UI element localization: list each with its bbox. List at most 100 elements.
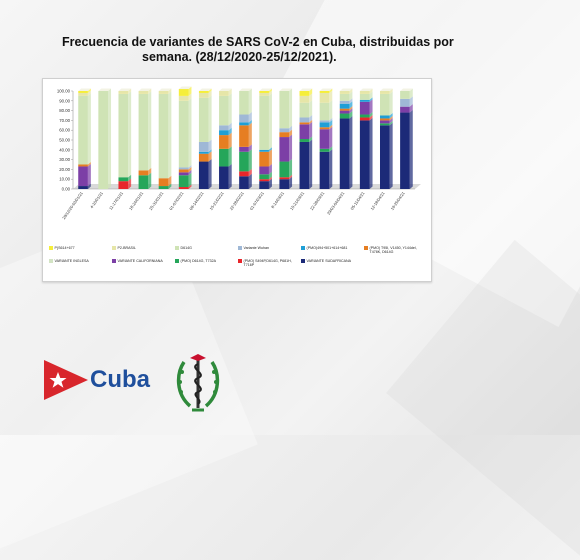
bar-segment-side bbox=[268, 176, 272, 182]
bar-segment-side bbox=[168, 183, 172, 189]
bar-segment-side bbox=[309, 136, 313, 142]
bar-segment-side bbox=[87, 90, 91, 96]
bar-top bbox=[118, 88, 132, 91]
x-tick-label: 08-14/02/21 bbox=[188, 190, 205, 211]
bar-segment bbox=[379, 125, 390, 189]
bar-segment-side bbox=[248, 119, 252, 126]
bar-segment bbox=[299, 139, 310, 142]
bar-segment bbox=[138, 93, 149, 171]
bar-segment-side bbox=[228, 88, 232, 96]
bar-segment-side bbox=[188, 98, 192, 168]
bar-segment-side bbox=[268, 149, 272, 167]
bar-segment bbox=[138, 170, 149, 176]
bar-segment-side bbox=[369, 88, 373, 94]
bar-segment-side bbox=[148, 88, 152, 94]
bar-top bbox=[239, 88, 252, 91]
bar-segment-side bbox=[87, 88, 91, 93]
bar-segment-side bbox=[329, 88, 333, 93]
bar-segment bbox=[259, 95, 269, 150]
bar-segment-side bbox=[389, 120, 393, 126]
bar-segment bbox=[219, 166, 229, 189]
bar-segment bbox=[198, 161, 209, 189]
bar-segment-side bbox=[108, 88, 112, 189]
bar-segment-side bbox=[188, 166, 192, 173]
x-tick-label: 19-25/04/21 bbox=[389, 190, 406, 211]
legend-item: D614G bbox=[175, 246, 239, 250]
bar-segment bbox=[239, 91, 249, 115]
legend-item: (PMO)494+501+614+681 bbox=[301, 246, 365, 250]
legend-item: VARIANTE CALIFORNIANA bbox=[112, 259, 176, 263]
bar-segment-side bbox=[409, 96, 413, 107]
legend-item: (PMO) D614G, T732A bbox=[175, 259, 239, 263]
bar-segment-side bbox=[148, 172, 152, 189]
bar-segment-side bbox=[309, 121, 313, 140]
bar-segment bbox=[158, 186, 169, 189]
bar-segment bbox=[319, 120, 330, 123]
bar-segment-side bbox=[208, 139, 212, 152]
cuba-logo-text: Cuba bbox=[90, 366, 150, 393]
bar-segment bbox=[178, 95, 189, 101]
bar-segment-side bbox=[309, 100, 313, 118]
bar-segment bbox=[359, 101, 370, 115]
bar-segment bbox=[158, 91, 169, 94]
legend-label: (PMO)494+501+614+681 bbox=[306, 246, 348, 250]
bar-segment bbox=[379, 91, 390, 94]
y-tick-label: 80.00 bbox=[59, 108, 70, 113]
legend-item: (PMO) T95I, V1450, Y144del, T478K, D614G bbox=[364, 246, 428, 254]
bar-segment bbox=[339, 93, 350, 101]
bar-segment-side bbox=[389, 113, 393, 119]
y-tick-label: 70.00 bbox=[59, 118, 70, 123]
x-tick-label: 12-18/04/21 bbox=[369, 190, 386, 211]
bar-segment-side bbox=[188, 184, 192, 189]
bar-segment bbox=[259, 174, 269, 180]
legend-swatch bbox=[238, 259, 242, 263]
bar-segment bbox=[219, 95, 229, 126]
bar-segment-side bbox=[87, 162, 91, 167]
bar-segment bbox=[239, 176, 249, 189]
bar-segment-side bbox=[188, 93, 192, 101]
bar-segment-side bbox=[289, 174, 293, 180]
bar-segment bbox=[259, 151, 269, 167]
bar-segment bbox=[118, 93, 129, 178]
legend-label: VARIANTE SUDAFRICANA bbox=[306, 259, 351, 263]
bar-segment bbox=[118, 91, 129, 94]
bar-segment-side bbox=[268, 93, 272, 150]
bar-segment-side bbox=[289, 125, 293, 133]
bar-segment-side bbox=[349, 106, 353, 111]
bar-segment bbox=[219, 135, 229, 149]
bar-segment-side bbox=[349, 88, 353, 94]
bar-segment-side bbox=[389, 115, 393, 121]
legend-swatch bbox=[364, 246, 368, 250]
bar-segment-side bbox=[248, 112, 252, 123]
bar-segment-side bbox=[248, 144, 252, 152]
bar-segment-side bbox=[349, 111, 353, 119]
bar-segment bbox=[299, 122, 310, 125]
bar-segment bbox=[339, 91, 350, 94]
bar-segment-side bbox=[168, 175, 172, 187]
bar-segment-side bbox=[128, 174, 132, 182]
legend-label: P(S614+677 bbox=[54, 246, 75, 250]
bar-segment-side bbox=[128, 178, 132, 189]
bar-segment bbox=[239, 122, 249, 126]
bar-segment bbox=[299, 141, 310, 189]
bar-segment bbox=[339, 100, 350, 104]
bar-segment-side bbox=[148, 91, 152, 171]
bar-segment bbox=[339, 118, 350, 189]
bar-segment bbox=[299, 91, 310, 96]
bar-segment bbox=[178, 100, 189, 168]
bar-segment-side bbox=[409, 110, 413, 189]
bar-segment bbox=[279, 128, 290, 133]
bar-segment bbox=[178, 172, 189, 176]
bar-segment-side bbox=[87, 163, 91, 187]
bar-segment-side bbox=[248, 149, 252, 172]
x-tick-label: 18-24/01/21 bbox=[128, 190, 145, 211]
legend-swatch bbox=[112, 246, 116, 250]
bar-segment bbox=[359, 91, 370, 94]
bar-segment bbox=[339, 103, 350, 109]
bar-top bbox=[138, 88, 152, 91]
bar-segment bbox=[319, 129, 330, 149]
bar-segment bbox=[379, 120, 390, 124]
bar-segment bbox=[219, 130, 229, 136]
bar-segment bbox=[400, 106, 410, 113]
bar-segment-side bbox=[309, 139, 313, 189]
